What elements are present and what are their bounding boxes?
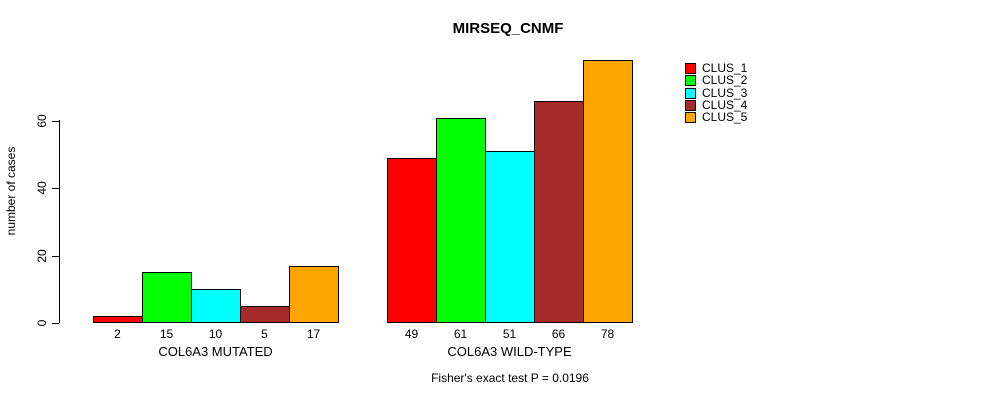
legend-label: CLUS_5	[702, 110, 748, 125]
bar-value-label: 10	[208, 327, 223, 341]
bar-value-label: 17	[306, 327, 321, 341]
bar-value-label: 51	[502, 327, 517, 341]
y-axis-tick	[52, 188, 59, 189]
legend-label: CLUS_3	[702, 85, 748, 100]
group-label: COL6A3 MUTATED	[158, 344, 273, 359]
legend-swatch-clus_2	[685, 75, 696, 87]
legend-swatch-clus_1	[685, 63, 696, 74]
fisher-test-footnote: Fisher's exact test P = 0.0196	[431, 371, 589, 385]
legend-label: CLUS_2	[702, 73, 748, 88]
legend-label: CLUS_1	[702, 61, 748, 75]
y-axis-label: number of cases	[4, 146, 18, 236]
bar-value-label: 78	[600, 327, 615, 341]
bar-value-label: 15	[159, 327, 174, 341]
bar-clus_4-group1	[240, 306, 290, 323]
legend-swatch-clus_3	[685, 87, 696, 99]
bar-clus_1-group2	[387, 158, 437, 323]
y-axis-tick-label: 60	[35, 114, 49, 128]
chart-title: MIRSEQ_CNMF	[452, 20, 564, 37]
y-axis-line	[59, 120, 60, 323]
bar-clus_1-group1	[93, 316, 143, 323]
bar-value-label: 5	[261, 327, 268, 341]
bar-clus_5-group1	[289, 266, 339, 323]
bar-clus_4-group2	[534, 101, 584, 323]
bar-value-label: 61	[453, 327, 468, 341]
bar-clus_3-group2	[485, 151, 535, 323]
y-axis-tick	[52, 256, 59, 257]
bar-clus_2-group2	[436, 118, 486, 323]
y-axis-tick-label: 40	[35, 181, 49, 195]
group-label: COL6A3 WILD-TYPE	[447, 344, 572, 359]
legend-swatch-clus_4	[685, 99, 696, 111]
y-axis-tick-label: 20	[35, 249, 49, 263]
legend-label: CLUS_4	[702, 97, 748, 112]
bar-clus_2-group1	[142, 272, 192, 323]
bar-value-label: 49	[404, 327, 419, 341]
bar-clus_5-group2	[583, 60, 633, 323]
y-axis-tick-label: 0	[35, 319, 49, 327]
y-axis-tick	[52, 323, 59, 324]
legend-swatch-clus_5	[685, 112, 696, 124]
bar-clus_3-group1	[191, 289, 241, 323]
bar-value-label: 66	[551, 327, 566, 341]
bar-value-label: 2	[114, 327, 121, 341]
y-axis-tick	[52, 121, 59, 122]
